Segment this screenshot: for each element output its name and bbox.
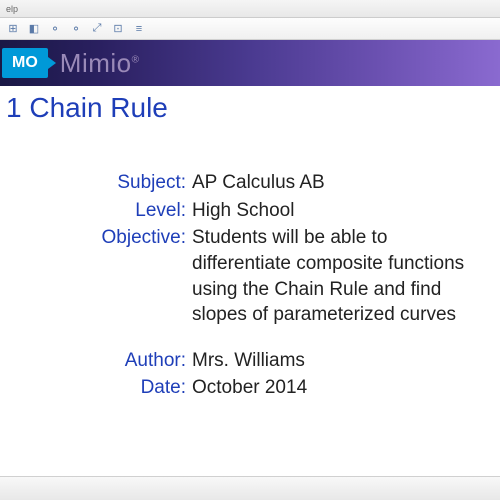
menu-fragment: elp — [6, 4, 18, 14]
brand-name: Mimio® — [60, 48, 140, 79]
status-bar — [0, 476, 500, 500]
row-objective: Objective: Students will be able to diff… — [80, 225, 480, 328]
row-level: Level: High School — [80, 198, 480, 224]
row-author: Author: Mrs. Williams — [80, 348, 480, 374]
value-level: High School — [192, 198, 480, 224]
value-subject: AP Calculus AB — [192, 170, 480, 196]
row-date: Date: October 2014 — [80, 375, 480, 401]
label-subject: Subject: — [80, 170, 192, 196]
toolbar: ⊞ ◧ ⚬ ⚬ ⤢ ⊡ ≡ — [0, 18, 500, 40]
label-date: Date: — [80, 375, 192, 401]
spacer — [80, 330, 480, 348]
label-level: Level: — [80, 198, 192, 224]
tool-zoom-in-icon[interactable]: ⚬ — [67, 20, 85, 38]
brand-tag: MO — [2, 48, 48, 78]
row-subject: Subject: AP Calculus AB — [80, 170, 480, 196]
label-objective: Objective: — [80, 225, 192, 328]
content-area: 1 Chain Rule Subject: AP Calculus AB Lev… — [0, 86, 500, 476]
tool-list-icon[interactable]: ≡ — [130, 20, 148, 38]
tool-fullscreen-icon[interactable]: ⊡ — [109, 20, 127, 38]
tool-fit-icon[interactable]: ⤢ — [88, 20, 106, 38]
info-block: Subject: AP Calculus AB Level: High Scho… — [0, 124, 500, 401]
window-titlebar: elp — [0, 0, 500, 18]
value-author: Mrs. Williams — [192, 348, 480, 374]
tool-panel-icon[interactable]: ◧ — [25, 20, 43, 38]
tool-layout-icon[interactable]: ⊞ — [4, 20, 22, 38]
tool-zoom-out-icon[interactable]: ⚬ — [46, 20, 64, 38]
page-title: 1 Chain Rule — [0, 86, 500, 124]
value-objective: Students will be able to differentiate c… — [192, 225, 480, 328]
value-date: October 2014 — [192, 375, 480, 401]
label-author: Author: — [80, 348, 192, 374]
brand-bar: MO Mimio® — [0, 40, 500, 86]
